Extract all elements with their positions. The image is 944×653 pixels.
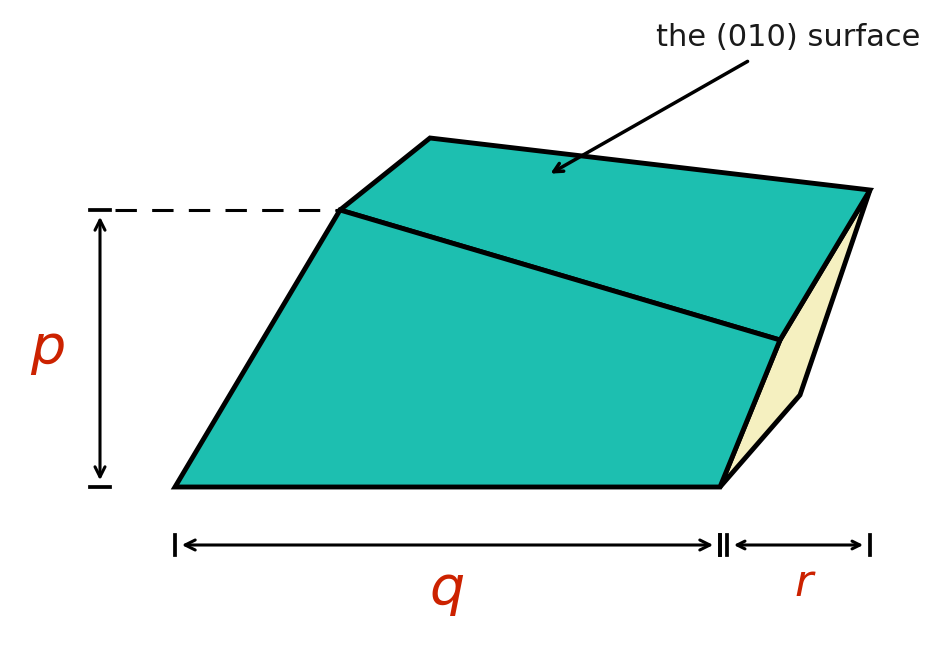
Polygon shape: [719, 190, 869, 487]
Polygon shape: [340, 138, 869, 340]
Polygon shape: [175, 210, 779, 487]
Text: the (010) surface: the (010) surface: [655, 22, 919, 52]
Text: r: r: [794, 562, 812, 605]
Text: q: q: [430, 564, 464, 616]
Text: p: p: [30, 322, 65, 375]
